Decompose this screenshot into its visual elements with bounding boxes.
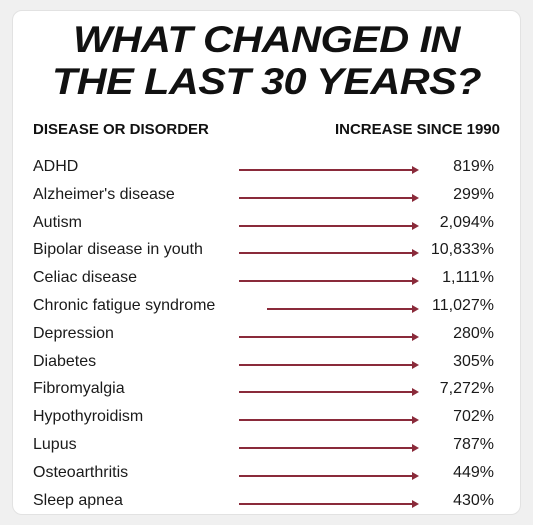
increase-value: 7,272%: [439, 380, 494, 398]
arrow-icon: [267, 304, 419, 313]
disease-name: Lupus: [33, 435, 80, 454]
list-item: Autism 2,094%: [13, 210, 520, 238]
increase-value: 430%: [453, 491, 494, 509]
arrow-icon: [239, 277, 419, 286]
infographic-card: WHAT CHANGED IN THE LAST 30 YEARS? DISEA…: [12, 10, 521, 515]
arrow-icon: [239, 471, 419, 480]
increase-value: 280%: [453, 324, 494, 342]
list-item: Chronic fatigue syndrome 11,027%: [13, 293, 520, 321]
arrow-icon: [239, 221, 419, 230]
arrow-icon: [239, 388, 419, 397]
increase-value: 787%: [453, 435, 494, 453]
increase-value: 305%: [453, 352, 494, 370]
disease-name: Hypothyroidism: [33, 408, 147, 427]
increase-value: 10,833%: [430, 241, 494, 259]
arrow-icon: [239, 443, 419, 452]
list-item: Hypothyroidism 702%: [13, 404, 520, 432]
disease-name: Depression: [33, 324, 117, 343]
headline-line-1: WHAT CHANGED IN: [73, 19, 460, 60]
arrow-icon: [239, 416, 419, 425]
headline-line-2: THE LAST 30 YEARS?: [52, 61, 482, 102]
arrow-icon: [239, 249, 419, 258]
arrow-icon: [239, 360, 419, 369]
increase-value: 702%: [453, 408, 494, 426]
disease-name: Autism: [33, 213, 85, 232]
disease-name: Alzheimer's disease: [33, 185, 178, 204]
increase-value: 11,027%: [432, 296, 494, 314]
list-item: Depression 280%: [13, 321, 520, 349]
arrow-icon: [239, 193, 419, 202]
column-header-disease: DISEASE OR DISORDER: [33, 121, 209, 138]
increase-value: 1,111%: [442, 269, 494, 287]
disease-name: Chronic fatigue syndrome: [33, 296, 219, 315]
arrow-icon: [239, 499, 419, 508]
list-item: Celiac disease 1,111%: [13, 265, 520, 293]
increase-value: 2,094%: [439, 213, 494, 231]
arrow-icon: [239, 332, 419, 341]
disease-name: ADHD: [33, 158, 82, 176]
list-item: Osteoarthritis 449%: [13, 460, 520, 488]
disease-name: Bipolar disease in youth: [33, 241, 206, 260]
disease-name: Osteoarthritis: [33, 463, 132, 482]
list-item: Lupus 787%: [13, 432, 520, 460]
list-item: Alzheimer's disease 299%: [13, 182, 520, 210]
increase-value: 819%: [453, 158, 494, 175]
list-item: Sleep apnea 430%: [13, 488, 520, 514]
list-item: Diabetes 305%: [13, 349, 520, 377]
list-item: Bipolar disease in youth 10,833%: [13, 237, 520, 265]
disease-list: ADHD 819% Alzheimer's disease 299% Autis…: [13, 154, 520, 514]
disease-name: Diabetes: [33, 352, 100, 371]
column-header-increase: INCREASE SINCE 1990: [334, 121, 500, 138]
increase-value: 449%: [453, 463, 494, 481]
list-item: Fibromyalgia 7,272%: [13, 376, 520, 404]
disease-name: Fibromyalgia: [33, 380, 128, 399]
arrow-icon: [239, 166, 419, 174]
list-item: ADHD 819%: [13, 154, 520, 182]
disease-name: Celiac disease: [33, 269, 141, 288]
increase-value: 299%: [453, 185, 494, 203]
disease-name: Sleep apnea: [33, 491, 126, 510]
